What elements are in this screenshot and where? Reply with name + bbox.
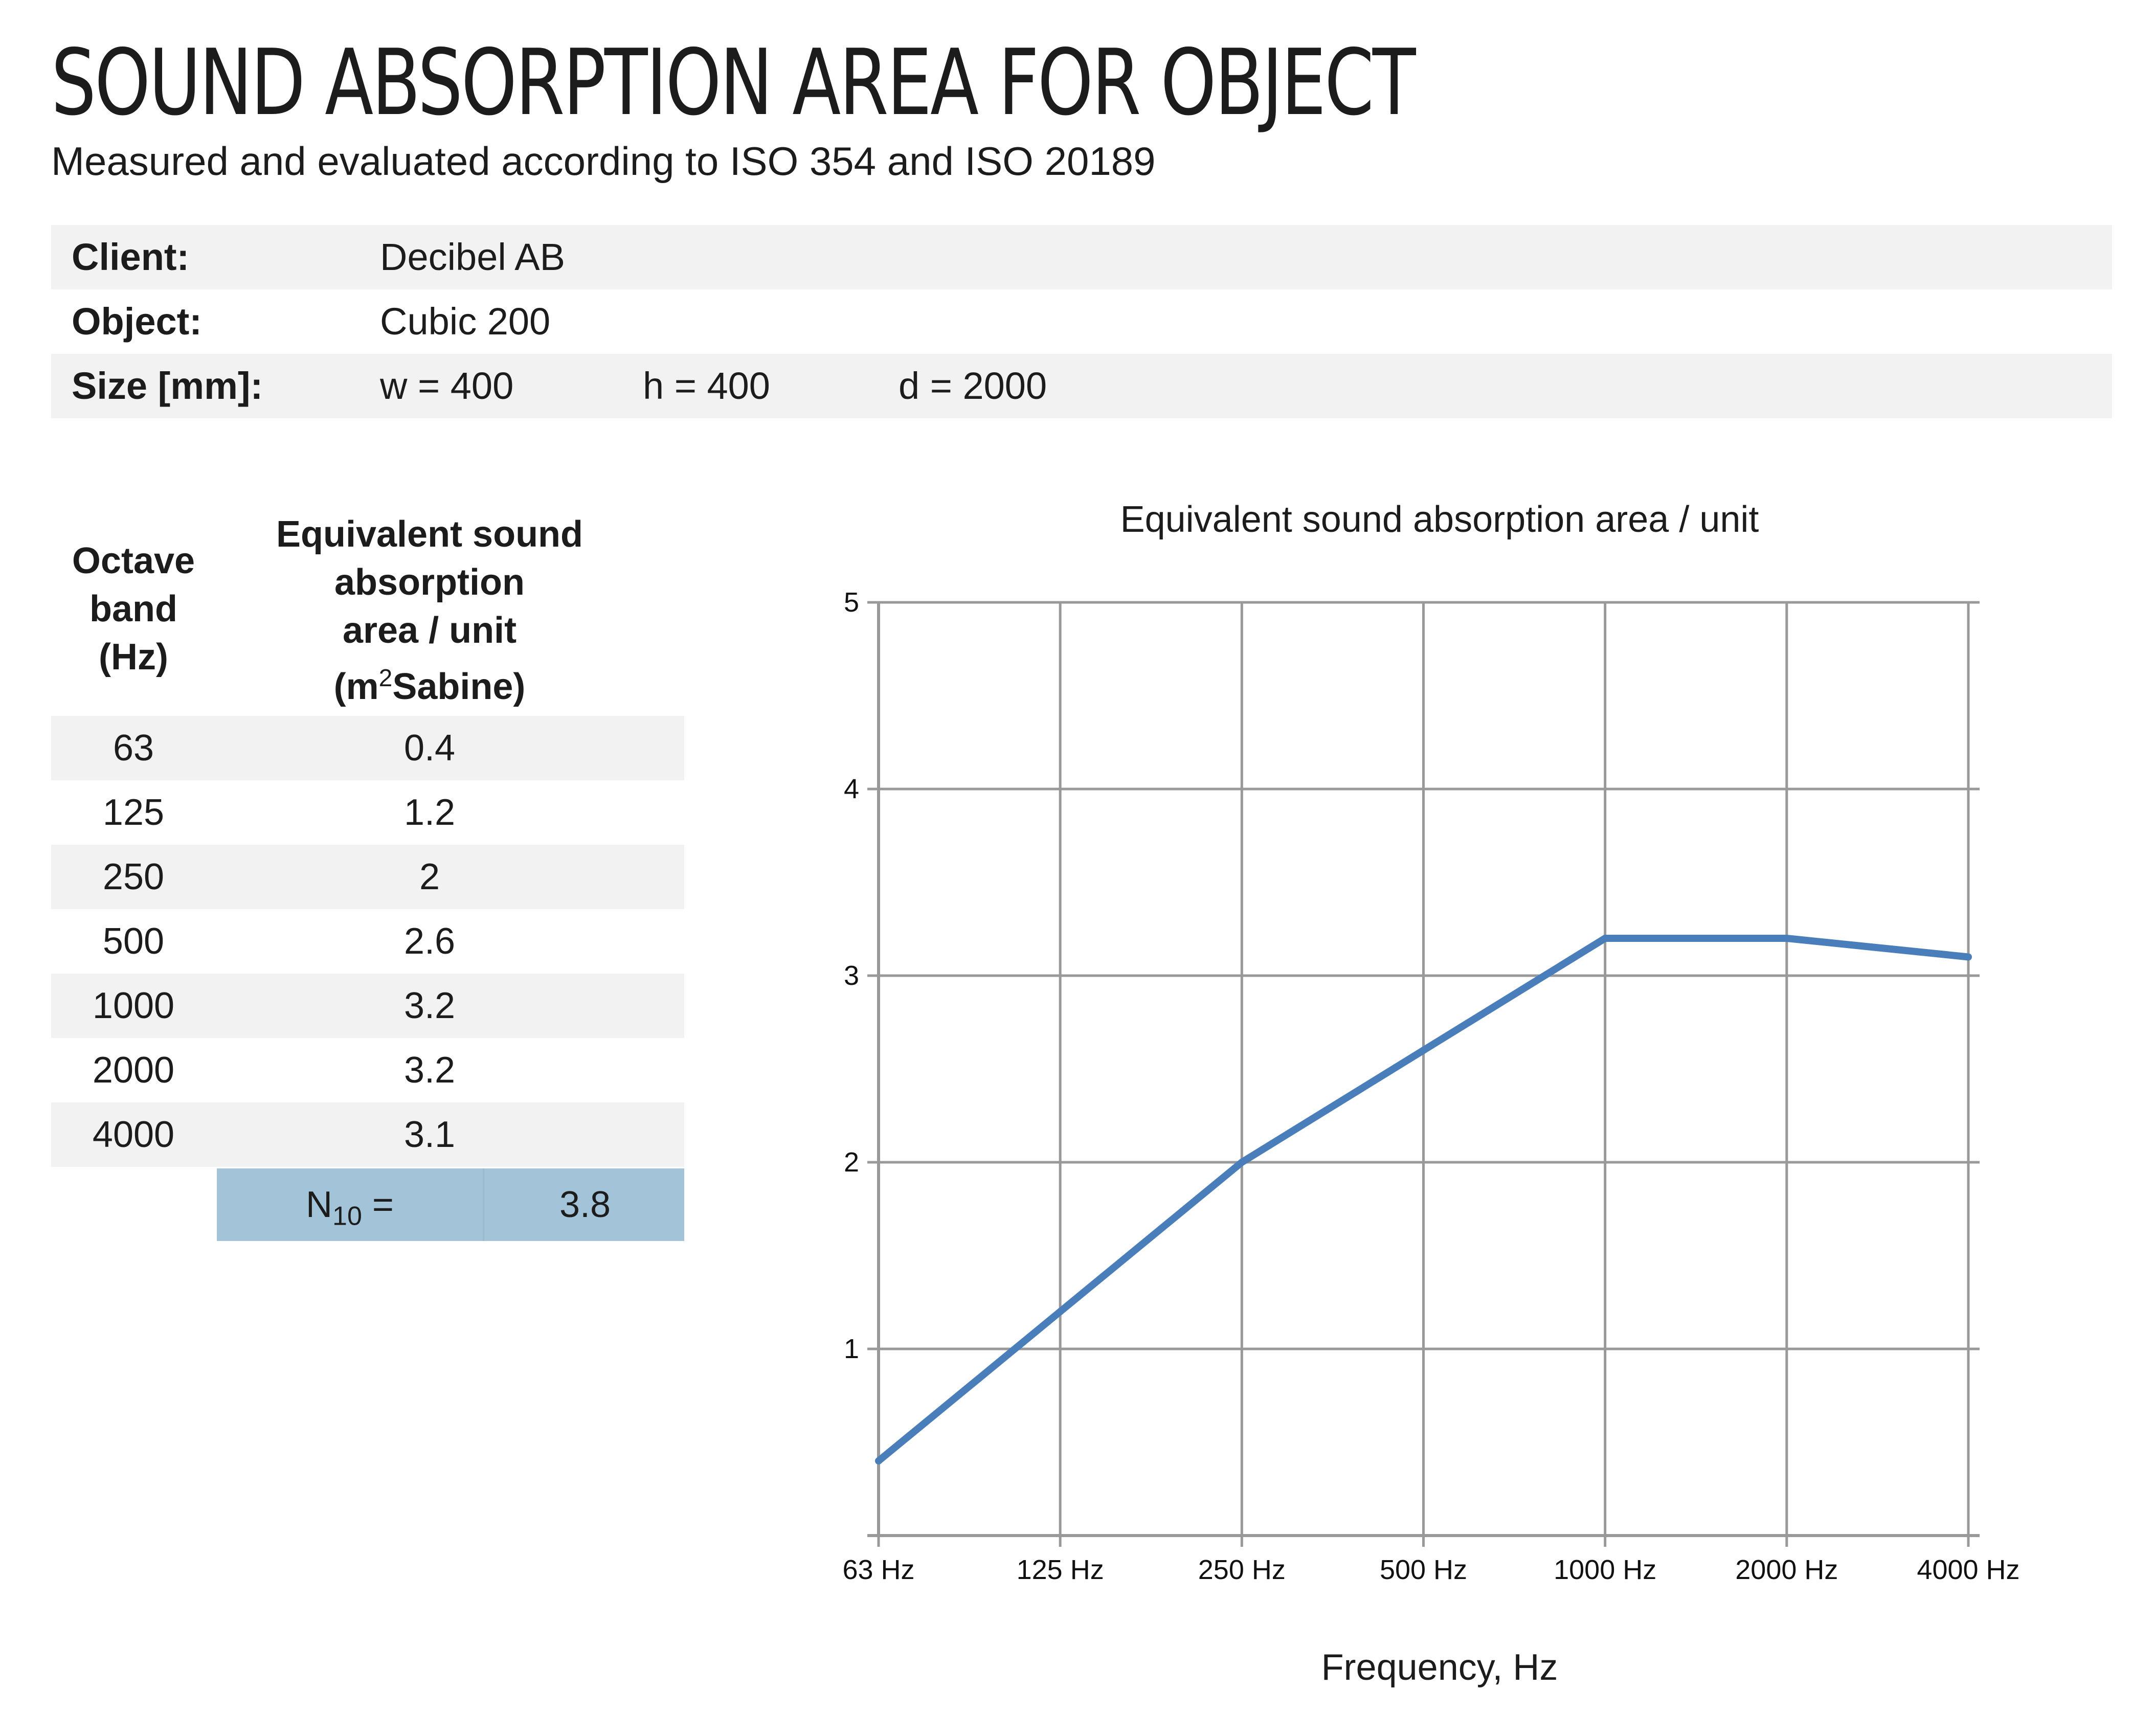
data-point [875, 1457, 882, 1464]
unit-m: (m [333, 666, 379, 707]
y-tick-label: 3 [844, 960, 859, 991]
header-value-line: Equivalent sound [276, 514, 583, 555]
y-tick-label: 2 [844, 1147, 859, 1178]
value-cell: 2 [419, 856, 440, 897]
header-value-unit: (m2Sabine) [268, 655, 591, 711]
client-label: Client: [72, 236, 190, 278]
n10-label: N10 = [217, 1168, 483, 1252]
data-point [1057, 1308, 1064, 1315]
client-value: Decibel AB [380, 236, 565, 278]
data-point [1238, 1159, 1246, 1166]
table-header-value: Equivalent sound absorption area / unit … [268, 510, 591, 711]
page-title: SOUND ABSORPTION AREA FOR OBJECT [51, 30, 1416, 136]
header-value-line: absorption [334, 562, 525, 603]
page-subtitle: Measured and evaluated according to ISO … [51, 139, 1156, 184]
size-height: h = 400 [643, 365, 770, 407]
table-row: 63 0.4 [51, 716, 684, 780]
x-tick-label: 1000 Hz [1554, 1554, 1656, 1585]
table-row: 250 2 [51, 845, 684, 909]
value-cell: 3.2 [403, 985, 456, 1026]
chart-title: Equivalent sound absorption area / unit [1120, 499, 1759, 540]
client-row: Client: Decibel AB [51, 225, 2112, 289]
band-cell: 4000 [92, 1114, 175, 1155]
table-row: 1000 3.2 [51, 974, 684, 1038]
header-band-line: Octave [72, 540, 195, 581]
value-cell: 1.2 [403, 792, 456, 833]
object-label: Object: [72, 300, 202, 343]
value-cell: 2.6 [403, 921, 456, 962]
unit-superscript: 2 [378, 665, 393, 692]
band-cell: 63 [113, 728, 154, 769]
chart-gridlines [867, 601, 1980, 1547]
y-tick-label: 4 [844, 774, 859, 804]
size-width: w = 400 [380, 365, 514, 407]
x-tick-label: 500 Hz [1380, 1554, 1467, 1585]
band-cell: 2000 [92, 1050, 175, 1091]
data-point [1601, 935, 1609, 942]
header-band-line: (Hz) [99, 637, 168, 678]
x-tick-label: 63 Hz [842, 1554, 914, 1585]
n10-summary: N10 = 3.8 [217, 1168, 684, 1241]
n10-subscript: 10 [332, 1201, 362, 1231]
table-row: 2000 3.2 [51, 1038, 684, 1102]
n10-value: 3.8 [483, 1168, 686, 1241]
x-tick-label: 4000 Hz [1917, 1554, 2019, 1585]
chart-tick-labels: 1 2 3 4 5 63 Hz 125 Hz 250 Hz 500 Hz 1000 Hz 2000 … [842, 587, 2019, 1585]
object-row: Object: Cubic 200 [51, 289, 2112, 354]
x-tick-label: 125 Hz [1017, 1554, 1104, 1585]
x-axis-label: Frequency, Hz [1321, 1647, 1558, 1688]
table-row: 4000 3.1 [51, 1102, 684, 1167]
size-label: Size [mm]: [72, 365, 263, 407]
value-cell: 3.1 [403, 1114, 456, 1155]
band-cell: 125 [102, 792, 165, 833]
table-header-band: Octave band (Hz) [51, 537, 216, 681]
data-point [1783, 935, 1790, 942]
table-row: 500 2.6 [51, 909, 684, 974]
chart-axes [867, 602, 1980, 1537]
y-tick-label: 1 [844, 1334, 859, 1364]
header-value-line: area / unit [342, 610, 517, 651]
size-depth: d = 2000 [899, 365, 1047, 407]
value-cell: 0.4 [403, 728, 456, 769]
header-band-line: band [89, 589, 177, 629]
band-cell: 1000 [92, 985, 175, 1026]
data-point [1965, 953, 1972, 961]
size-row: Size [mm]: w = 400 h = 400 d = 2000 [51, 354, 2112, 418]
unit-sabine: Sabine) [392, 666, 526, 707]
chart-series [875, 935, 1972, 1464]
x-tick-label: 2000 Hz [1735, 1554, 1838, 1585]
value-cell: 3.2 [403, 1050, 456, 1091]
band-cell: 500 [102, 921, 165, 962]
series-line [876, 935, 1969, 1464]
y-tick-label: 5 [844, 587, 859, 618]
n10-letter: N [306, 1184, 333, 1225]
n10-equals: = [362, 1184, 394, 1225]
table-row: 125 1.2 [51, 780, 684, 845]
x-tick-label: 250 Hz [1198, 1554, 1286, 1585]
object-value: Cubic 200 [380, 300, 551, 343]
band-cell: 250 [102, 856, 165, 897]
data-point [1420, 1047, 1427, 1054]
